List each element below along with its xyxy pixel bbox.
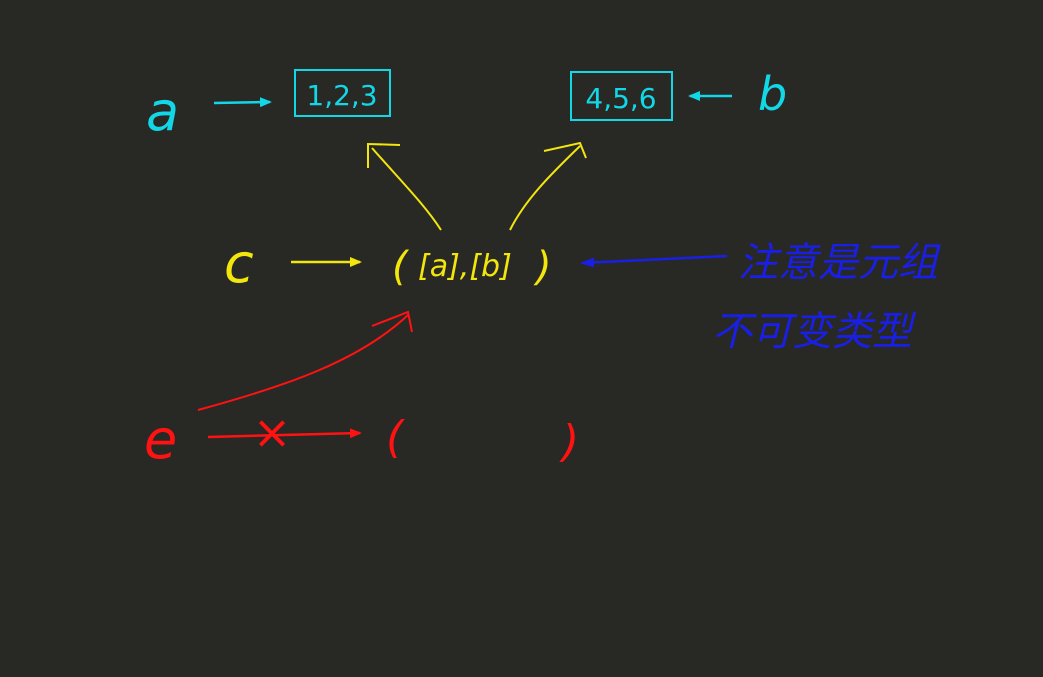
tuple-c-open-paren: ( bbox=[392, 244, 410, 290]
var-e-label: e bbox=[144, 408, 177, 471]
var-b-label: b bbox=[758, 67, 787, 121]
list-b-box bbox=[570, 71, 673, 121]
list-a-box bbox=[294, 69, 391, 117]
cross-mark: × bbox=[253, 405, 292, 459]
arrow-a-to-list bbox=[213, 97, 272, 108]
arrow-e-to-empty-tuple bbox=[207, 428, 362, 439]
list-b-values: 4,5,6 bbox=[585, 82, 656, 115]
var-a-label: a bbox=[146, 80, 179, 143]
list-a-values: 1,2,3 bbox=[306, 79, 377, 112]
tuple-e-close-paren: ) bbox=[559, 416, 579, 467]
var-c-label: c bbox=[224, 232, 254, 295]
arrow-tuple-to-list-b bbox=[509, 145, 581, 231]
arrow-e-to-tuple bbox=[197, 314, 409, 411]
tuple-e-open-paren: ( bbox=[386, 412, 405, 463]
arrow-tuple-to-list-a bbox=[371, 147, 442, 231]
note-line-1: 注意是元组 bbox=[738, 240, 941, 286]
arrow-head-e-to-tuple bbox=[371, 310, 413, 333]
arrow-head-list-b bbox=[543, 141, 587, 159]
arrow-head-list-a bbox=[367, 142, 401, 168]
tuple-c-elements: [a],[b] bbox=[418, 249, 512, 284]
arrow-note-to-tuple bbox=[580, 254, 728, 268]
note-line-2: 不可变类型 bbox=[712, 309, 917, 355]
tuple-c-close-paren: ) bbox=[533, 244, 552, 290]
